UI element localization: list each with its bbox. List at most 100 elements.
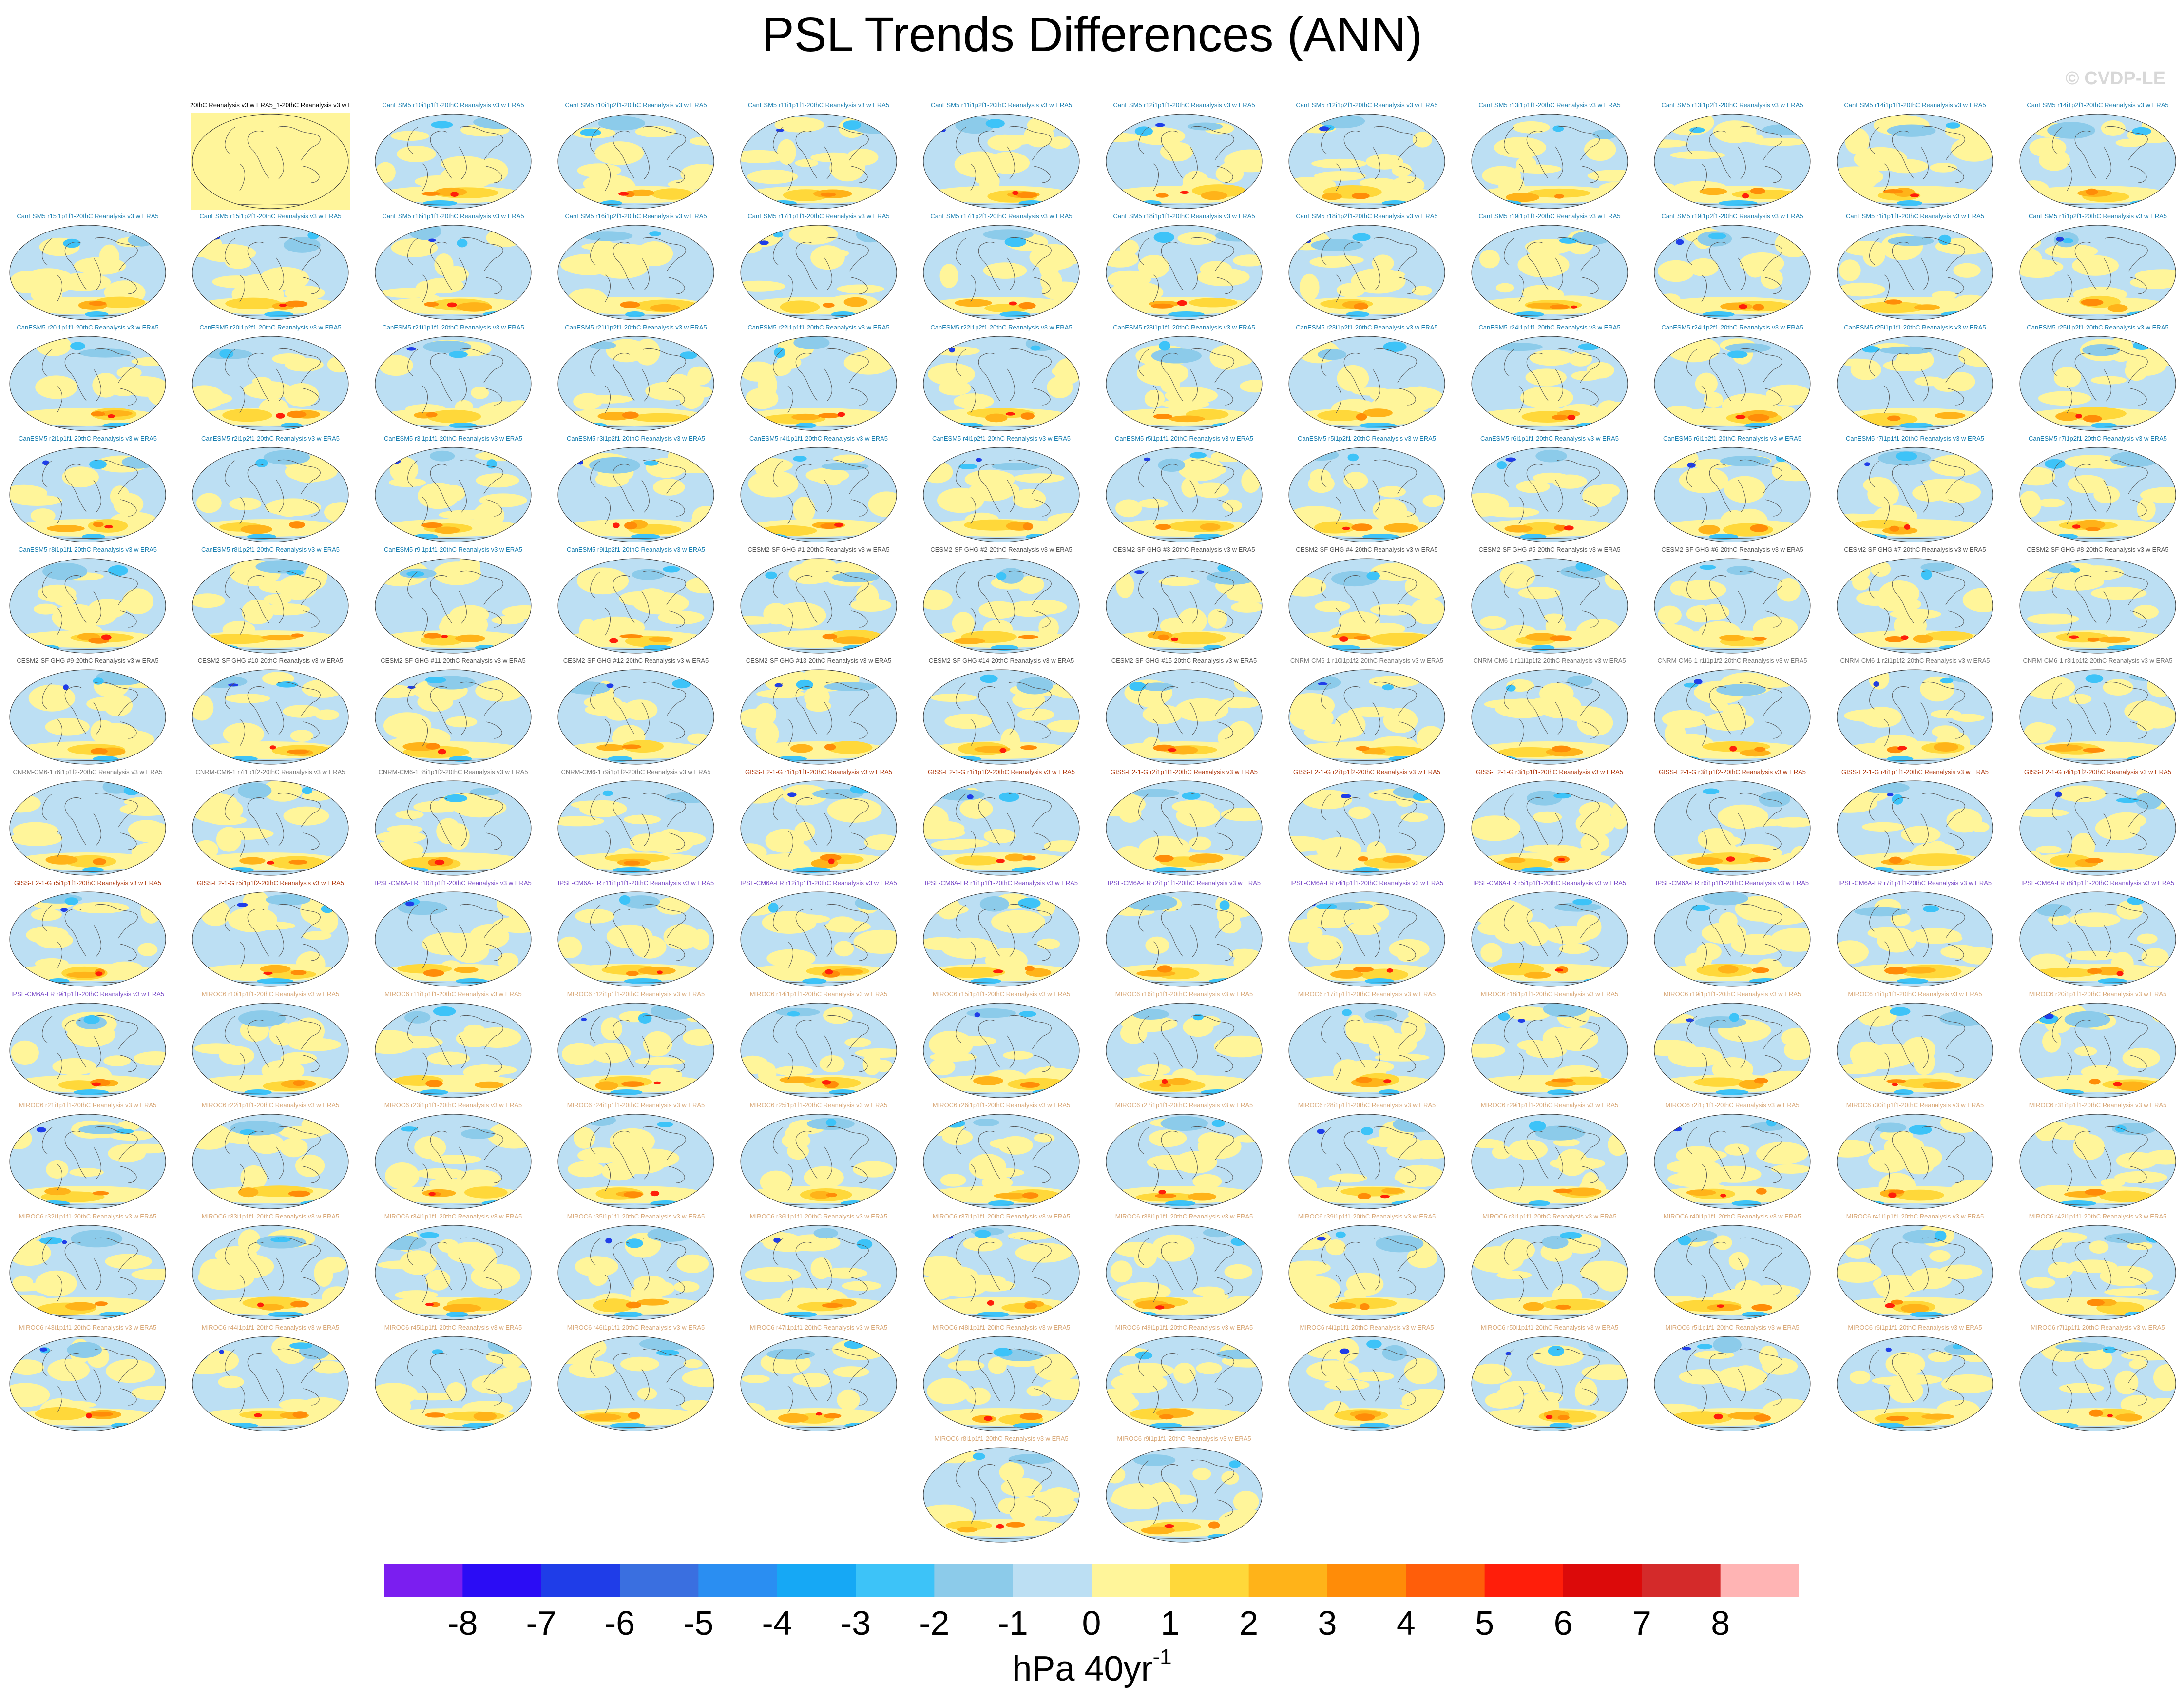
panel-label: CESM2-SF GHG #3-20thC Reanalysis v3 w ER… [1113,546,1255,553]
map-panel: CESM2-SF GHG #11-20thC Reanalysis v3 w E… [373,656,534,766]
panel-label: IPSL-CM6A-LR r2i1p1f1-20thC Reanalysis v… [1107,879,1261,887]
map-field [1106,447,1262,542]
map-svg [1106,1336,1263,1431]
map-field [1472,781,1628,875]
map-outline [740,1225,897,1320]
map-field [1472,336,1628,431]
map-outline [1106,558,1263,654]
map-field [375,1003,531,1098]
panel-label: MIROC6 r26i1p1f1-20thC Reanalysis v3 w E… [932,1102,1071,1109]
map-svg [1471,891,1628,987]
map-svg [1106,669,1263,765]
map-outline [557,1114,714,1209]
panel-label: CanESM5 r14i1p2f1-20thC Reanalysis v3 w … [2027,101,2169,109]
map-outline [740,780,897,876]
map-panel: MIROC6 r39i1p1f1-20thC Reanalysis v3 w E… [1286,1211,1447,1321]
map-field [1289,1003,1445,1098]
map-svg [192,669,349,765]
colorbar-swatch [1484,1564,1564,1597]
figure-title: PSL Trends Differences (ANN) [761,7,1423,62]
map-outline [923,225,1080,320]
panel-label: GISS-E2-1-G r4i1p1f1-20thC Reanalysis v3… [1841,768,1989,775]
panel-label: CESM2-SF GHG #13-20thC Reanalysis v3 w E… [746,657,892,664]
map-field [192,670,348,764]
map-outline [192,891,349,987]
map-outline [1106,1114,1263,1209]
map-panel: CanESM5 r7i1p2f1-20thC Reanalysis v3 w E… [2017,433,2178,543]
map-panel: CanESM5 r13i1p2f1-20thC Reanalysis v3 w … [1652,100,1813,210]
map-field [375,1336,531,1431]
map-outline [9,891,166,987]
map-panel: MIROC6 r10i1p1f1-20thC Reanalysis v3 w E… [190,989,351,1099]
panel-label: MIROC6 r24i1p1f1-20thC Reanalysis v3 w E… [567,1102,705,1109]
panel-label: CanESM5 r24i1p1f1-20thC Reanalysis v3 w … [1478,324,1621,331]
panel-label: CESM2-SF GHG #8-20thC Reanalysis v3 w ER… [2027,546,2169,553]
map-panel: MIROC6 r14i1p1f1-20thC Reanalysis v3 w E… [738,989,899,1099]
map-field [375,336,531,431]
map-svg [1288,780,1445,876]
map-svg [1106,447,1263,542]
map-outline [375,447,532,542]
map-svg [923,669,1080,765]
map-outline [2019,225,2176,320]
map-field [1289,336,1445,431]
panel-label: GISS-E2-1-G r3i1p1f2-20thC Reanalysis v3… [1658,768,1806,775]
map-field [741,1003,897,1098]
map-svg [557,225,714,320]
map-svg [1471,1114,1628,1209]
map-field [192,1114,348,1209]
map-panel: MIROC6 r8i1p1f1-20thC Reanalysis v3 w ER… [921,1433,1082,1544]
map-outline [740,225,897,320]
map-field [1289,225,1445,320]
map-field [1106,336,1262,431]
map-outline [1471,891,1628,987]
map-outline [1288,447,1445,542]
panel-label: CESM2-SF GHG #4-20thC Reanalysis v3 w ER… [1296,546,1438,553]
map-panel: MIROC6 r36i1p1f1-20thC Reanalysis v3 w E… [738,1211,899,1321]
map-panel: MIROC6 r6i1p1f1-20thC Reanalysis v3 w ER… [1835,1322,1995,1432]
map-field [375,781,531,875]
map-panel: GISS-E2-1-G r1i1p1f2-20thC Reanalysis v3… [921,767,1082,877]
panel-label: MIROC6 r7i1p1f1-20thC Reanalysis v3 w ER… [2031,1324,2165,1331]
map-svg [923,225,1080,320]
map-panel: CanESM5 r10i1p2f1-20thC Reanalysis v3 w … [556,100,716,210]
map-outline [1288,1114,1445,1209]
map-field [192,559,348,653]
map-outline [740,336,897,431]
map-outline [923,558,1080,654]
map-field [558,336,714,431]
map-panel: MIROC6 r3i1p1f1-20thC Reanalysis v3 w ER… [1469,1211,1630,1321]
map-outline [192,558,349,654]
map-outline [9,225,166,320]
panel-label: CNRM-CM6-1 r3i1p1f2-20thC Reanalysis v3 … [2023,657,2173,664]
colorbar-tick-label: -4 [762,1604,792,1642]
map-field [192,1003,348,1098]
panel-label: IPSL-CM6A-LR r5i1p1f1-20thC Reanalysis v… [1473,879,1627,887]
map-field [1654,1336,1810,1431]
panel-label: MIROC6 r32i1p1f1-20thC Reanalysis v3 w E… [19,1213,157,1220]
map-svg [1837,1336,1993,1431]
map-field [10,1225,166,1320]
panel-label: MIROC6 r44i1p1f1-20thC Reanalysis v3 w E… [201,1324,340,1331]
map-outline [2019,1114,2176,1209]
map-panel: MIROC6 r43i1p1f1-20thC Reanalysis v3 w E… [7,1322,168,1432]
panel-label: CanESM5 r23i1p2f1-20thC Reanalysis v3 w … [1296,324,1438,331]
panel-label: CanESM5 r22i1p1f1-20thC Reanalysis v3 w … [747,324,890,331]
map-svg [1106,891,1263,987]
map-svg [557,1336,714,1431]
map-outline [740,1003,897,1098]
map-svg [1288,891,1445,987]
panel-label: MIROC6 r42i1p1f1-20thC Reanalysis v3 w E… [2029,1213,2167,1220]
map-svg [1106,1114,1263,1209]
map-svg [923,1336,1080,1431]
map-panel: MIROC6 r37i1p1f1-20thC Reanalysis v3 w E… [921,1211,1082,1321]
map-panel: MIROC6 r50i1p1f1-20thC Reanalysis v3 w E… [1469,1322,1630,1432]
map-outline [2019,780,2176,876]
map-outline [9,336,166,431]
map-svg [1837,336,1993,431]
map-svg [740,1003,897,1098]
colorbar-tick-label: -7 [526,1604,556,1642]
map-outline [1106,1225,1263,1320]
map-panel: CanESM5 r4i1p2f1-20thC Reanalysis v3 w E… [921,433,1082,543]
map-panel: CanESM5 r17i1p2f1-20thC Reanalysis v3 w … [921,211,1082,321]
